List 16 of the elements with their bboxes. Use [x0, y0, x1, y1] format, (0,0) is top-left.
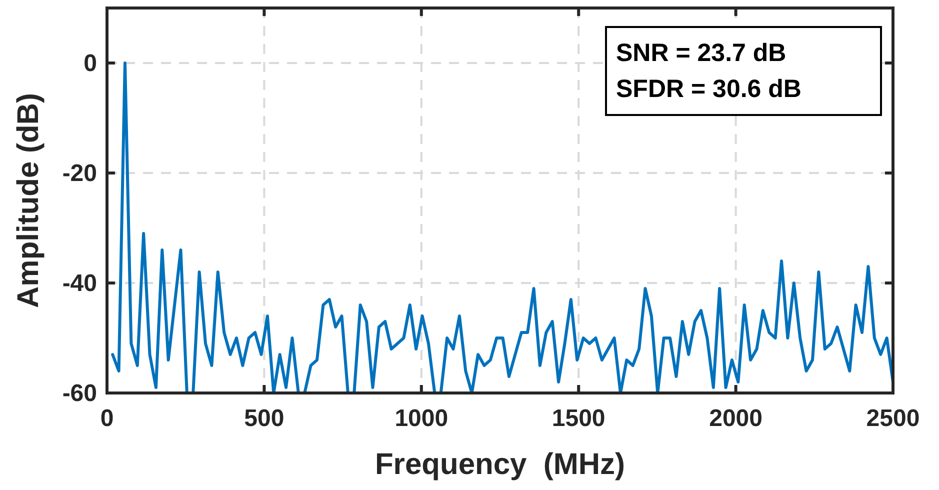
x-tick-label: 0 [100, 405, 114, 432]
x-tick-label: 2500 [866, 405, 920, 432]
text-box: SNR = 23.7 dB SFDR = 30.6 dB [605, 26, 882, 116]
y-tick-label: -60 [62, 380, 97, 407]
y-axis-title: Amplitude (dB) [12, 93, 45, 308]
y-tick-label: -20 [62, 160, 97, 187]
x-tick-label: 1500 [552, 405, 606, 432]
y-tick-label: -40 [62, 270, 97, 297]
y-tick-label: 0 [84, 50, 97, 77]
x-tick-label: 500 [244, 405, 284, 432]
x-axis-title: Frequency (MHz) [374, 448, 626, 481]
annotation: SFDR = 30.6 dB [616, 75, 802, 103]
x-tick-label: 2000 [709, 405, 762, 432]
x-tick-label: 1000 [394, 405, 448, 432]
line-series [111, 62, 893, 393]
annotation: SNR = 23.7 dB [616, 39, 786, 67]
